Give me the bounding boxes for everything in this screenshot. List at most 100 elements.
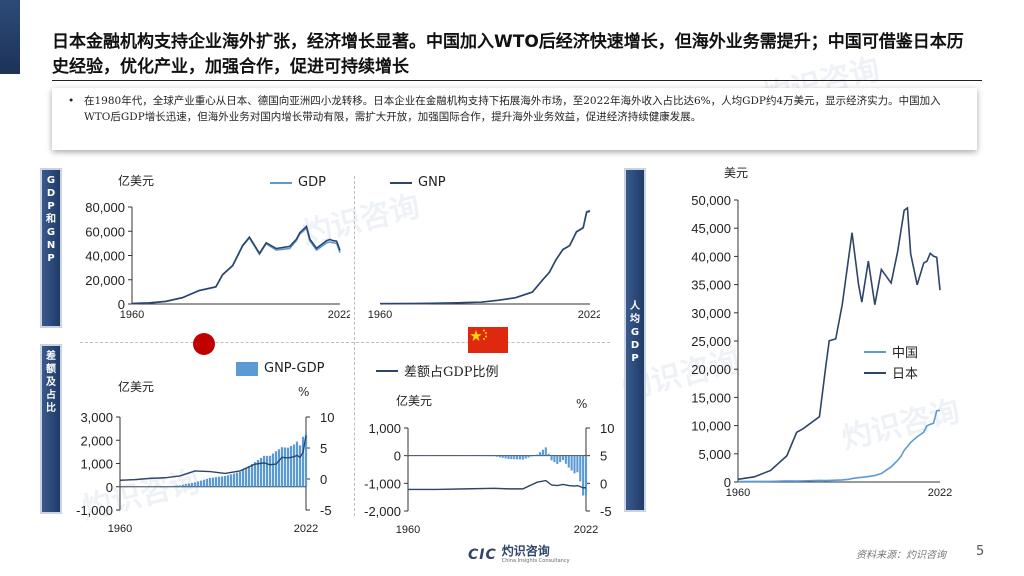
unit-label: 美元	[724, 166, 749, 180]
bar-gnp-gdp	[301, 436, 305, 487]
series-line-日本	[737, 206, 941, 481]
bar-gnp-gdp	[544, 447, 547, 456]
vertical-label-char: D	[630, 340, 640, 351]
bar-gnp-gdp	[295, 441, 299, 487]
accent-bar	[0, 0, 20, 74]
bar-gnp-gdp	[271, 453, 275, 487]
unit-label: 亿美元	[118, 174, 155, 188]
bar-gnp-gdp	[524, 455, 527, 459]
bar-gnp-gdp	[513, 455, 516, 460]
bar-gnp-gdp	[262, 455, 266, 487]
summary-text: 在1980年代，全球产业重心从日本、德国向亚洲四小龙转移。日本企业在金融机构支持…	[84, 95, 941, 123]
series-line-GNP	[379, 210, 591, 305]
y-tick-label-left: 3,000	[80, 410, 113, 425]
bar-gnp-gdp	[229, 474, 233, 487]
bar-gnp-gdp	[265, 455, 269, 487]
legend-label: GDP	[298, 175, 326, 190]
y-tick-label-left: 1,000	[80, 457, 113, 472]
bar-gnp-gdp	[518, 455, 522, 460]
legend-ratio: 差额占GDP比例	[376, 361, 499, 380]
logo-mark: CIC	[468, 547, 497, 563]
china-gdp-gnp-chart: 1960 2022	[368, 209, 600, 321]
bar-gnp-gdp	[576, 455, 579, 473]
vertical-label-char: N	[46, 240, 56, 251]
y-tick-label-left: -1,000	[364, 476, 401, 491]
bar-gnp-gdp	[495, 455, 499, 457]
vertical-label-char: 均	[630, 314, 640, 325]
bar-gnp-gdp	[241, 469, 245, 487]
series-line-ratio	[408, 479, 586, 491]
bar-gnp-gdp	[573, 455, 576, 474]
y-tick-label-right: -5	[600, 504, 612, 519]
bar-gnp-gdp	[178, 485, 182, 487]
bar-gnp-gdp	[181, 484, 185, 487]
bar-gnp-gdp	[274, 451, 278, 487]
y-tick-label: 10,000	[691, 419, 731, 434]
x-tick-label: 1960	[120, 309, 144, 321]
bar-gnp-gdp	[214, 477, 218, 487]
bar-gnp-gdp	[208, 477, 212, 487]
page-number: 5	[976, 544, 985, 559]
bar-gnp-gdp	[556, 455, 559, 464]
bar-gnp-gdp	[193, 482, 197, 487]
bar-gnp-gdp	[232, 473, 236, 487]
bar-gnp-gdp	[553, 455, 556, 463]
legend-china: 中国	[864, 342, 918, 361]
bar-gnp-gdp	[527, 455, 530, 458]
legend-swatch	[270, 181, 292, 184]
vertical-label-char: P	[47, 201, 55, 212]
bar-gnp-gdp	[570, 455, 573, 471]
bar-gnp-gdp	[567, 455, 570, 468]
series-line-GDP	[131, 226, 341, 305]
legend-gnp: GNP	[390, 175, 446, 190]
y-tick-label: 45,000	[691, 221, 731, 236]
bar-gnp-gdp	[298, 445, 302, 487]
bar-gnp-gdp	[516, 455, 519, 460]
x-tick-label: 2022	[578, 309, 600, 321]
vertical-label-char: 比	[46, 403, 56, 414]
bar-gnp-gdp	[169, 485, 173, 487]
x-tick-label: 1960	[396, 524, 420, 536]
y-tick-label-left: -2,000	[364, 504, 401, 519]
x-tick-label: 2022	[294, 523, 318, 535]
y-tick-label-right: -5	[320, 503, 332, 518]
bar-gnp-gdp	[498, 455, 501, 458]
x-tick-label: 2022	[574, 524, 598, 536]
bar-gnp-gdp	[289, 446, 293, 487]
bar-gnp-gdp	[259, 457, 263, 487]
logo-subtext: China Insights Consultancy	[501, 558, 570, 564]
bar-gnp-gdp	[582, 455, 585, 496]
bar-gnp-gdp	[504, 455, 507, 459]
legend-swatch	[864, 350, 886, 353]
logo-text: 灼识咨询	[501, 544, 550, 558]
bar-gnp-gdp	[226, 475, 230, 487]
x-tick-label: 1960	[368, 309, 392, 321]
gdp-per-capita-chart: 50,000 45,000 40,000 35,000 30,000 25,000 20,0…	[691, 193, 952, 499]
bar-gnp-gdp	[564, 455, 567, 464]
legend-swatch	[376, 369, 398, 372]
legend-label: 中国	[892, 346, 919, 361]
bar-gnp-gdp	[220, 476, 224, 487]
y-tick-label-left: 2,000	[80, 433, 113, 448]
bar-gnp-gdp	[175, 485, 179, 487]
legend-swatch	[236, 361, 258, 376]
bar-gnp-gdp	[223, 476, 227, 487]
y-tick-label: 15,000	[691, 390, 731, 405]
bar-gnp-gdp	[559, 455, 562, 463]
vertical-label-char: P	[47, 253, 55, 264]
y-tick-label-left: 0	[106, 480, 113, 495]
footer-logo: CIC 灼识咨询 China Insights Consultancy	[468, 545, 570, 565]
bar-gnp-gdp	[205, 478, 209, 487]
bar-gnp-gdp	[247, 466, 251, 487]
bar-gnp-gdp	[268, 455, 272, 487]
bar-gnp-gdp	[187, 483, 191, 487]
bar-gnp-gdp	[550, 455, 553, 461]
bar-gnp-gdp	[501, 455, 504, 458]
vertical-label-char: 额	[46, 364, 56, 375]
section-label-diff: 差额及占比	[42, 346, 60, 512]
page-title: 日本金融机构支持企业海外扩张，经济增长显著。中国加入WTO后经济快速增长，但海外…	[52, 32, 964, 77]
y-tick-label: 5,000	[698, 447, 731, 462]
bar-gnp-gdp	[235, 472, 239, 487]
y-tick-label: 25,000	[691, 334, 731, 349]
